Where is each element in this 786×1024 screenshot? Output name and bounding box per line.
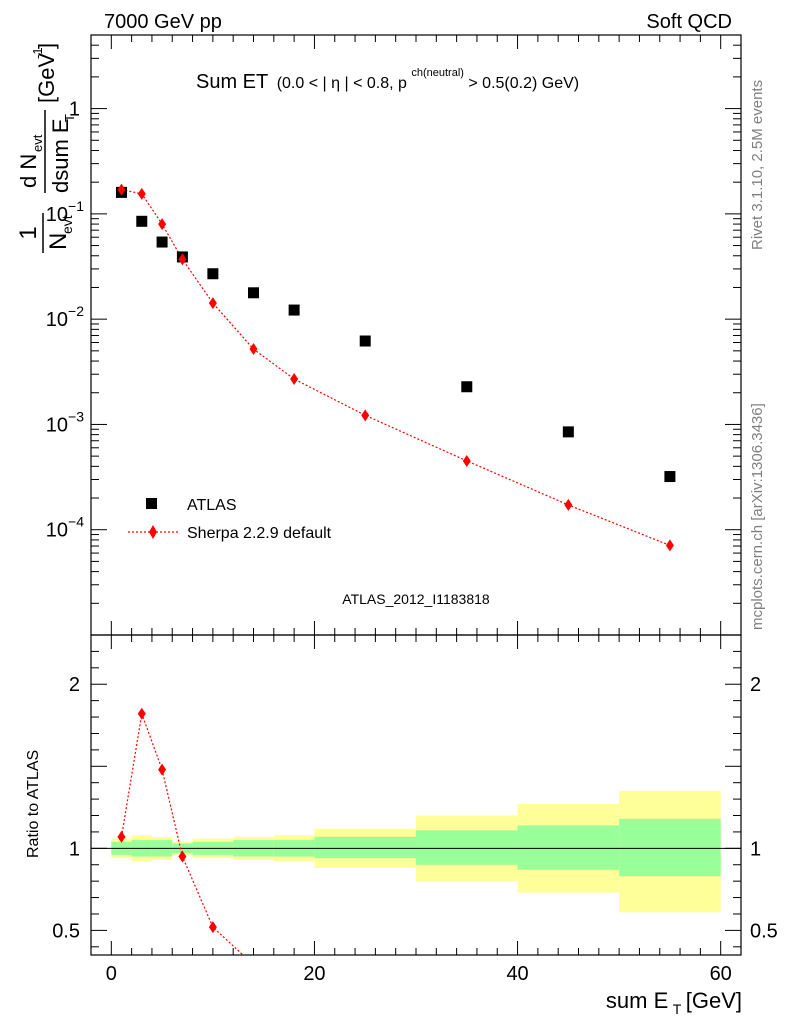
ratio-band-inner bbox=[416, 830, 518, 865]
atlas-point bbox=[562, 426, 574, 438]
ylabel-dsum: dsum E bbox=[48, 118, 73, 193]
x-tick-label: 40 bbox=[506, 963, 528, 985]
ratio-band-inner bbox=[314, 836, 416, 859]
ylabel-one: 1 bbox=[15, 226, 42, 239]
atlas-point bbox=[664, 471, 676, 483]
plot-title-cond-a: (0.0 < | bbox=[277, 75, 327, 92]
atlas-point bbox=[248, 287, 259, 299]
atlas-point bbox=[359, 335, 371, 347]
ratio-sherpa-point bbox=[137, 707, 146, 720]
sherpa-point bbox=[462, 454, 471, 467]
main-y-tick-label: 1 bbox=[69, 99, 80, 121]
ylabel-dn: d N bbox=[16, 154, 41, 188]
atlas-point bbox=[207, 268, 219, 280]
atlas-point bbox=[461, 381, 473, 393]
analysis-id-label: ATLAS_2012_I1183818 bbox=[342, 591, 490, 607]
main-y-tick-label: 10−2 bbox=[46, 303, 84, 331]
ratio-sherpa-line bbox=[120, 711, 244, 955]
x-tick-label: 60 bbox=[710, 963, 732, 985]
ratio-tick-labels: 0.5 0.51 12 20 20 40 60 bbox=[52, 674, 778, 985]
x-tick-label: 0 bbox=[106, 963, 117, 985]
sherpa-point bbox=[290, 373, 299, 386]
legend-label-atlas: ATLAS bbox=[187, 497, 237, 514]
atlas-point bbox=[136, 215, 148, 227]
ratio-sherpa-point bbox=[158, 763, 167, 776]
main-plot-frame bbox=[90, 34, 742, 636]
x-axis-label: sum E T [GeV] bbox=[606, 988, 742, 1018]
sherpa-point bbox=[361, 409, 370, 422]
ratio-plot-frame bbox=[90, 634, 742, 956]
plot-title-cond-c: > 0.5(0.2) GeV) bbox=[468, 75, 579, 92]
legend-marker-sherpa bbox=[149, 525, 157, 539]
ratio-y-tick-label-right: 0.5 bbox=[750, 920, 778, 942]
legend-label-sherpa: Sherpa 2.2.9 default bbox=[187, 525, 332, 542]
sherpa-point bbox=[249, 343, 258, 356]
ylabel-unit: [GeV bbox=[34, 53, 59, 103]
ratio-sherpa-point bbox=[178, 850, 187, 863]
ratio-y-tick-label-right: 2 bbox=[750, 674, 761, 696]
ratio-series-line bbox=[120, 711, 244, 955]
plot-title: Sum ET (0.0 < | η | < 0.8, p ch(neutral)… bbox=[196, 63, 579, 93]
ratio-sherpa-point bbox=[208, 921, 217, 934]
sherpa-line bbox=[121, 189, 671, 546]
main-y-tick-labels: 1 10−1 10−2 10−3 10−4 bbox=[46, 99, 84, 542]
rivet-version-label: Rivet 3.1.10, 2.5M events bbox=[749, 80, 766, 250]
x-axis-label-main: sum E bbox=[606, 988, 668, 1013]
header-energy-label: 7000 GeV pp bbox=[104, 11, 222, 33]
legend-marker-atlas bbox=[146, 498, 157, 509]
main-ticks bbox=[90, 34, 742, 636]
main-y-axis-label: 1 N evt d N evt dsum E T [GeV -1 ] bbox=[15, 43, 77, 253]
ratio-y-tick-label-left: 1 bbox=[69, 838, 80, 860]
sherpa-point bbox=[665, 539, 674, 552]
ylabel-dn-sub: evt bbox=[30, 134, 45, 152]
atlas-point bbox=[156, 236, 168, 248]
sherpa-point bbox=[137, 187, 146, 200]
main-y-tick-label: 10−1 bbox=[46, 198, 84, 226]
header-category-label: Soft QCD bbox=[646, 11, 732, 33]
sherpa-point bbox=[208, 297, 217, 310]
ratio-y-tick-label-right: 1 bbox=[750, 838, 761, 860]
ylabel-n: N bbox=[45, 233, 72, 250]
legend: ATLAS Sherpa 2.2.9 default bbox=[128, 497, 332, 542]
plot-title-main: Sum ET bbox=[196, 71, 268, 93]
ratio-y-tick-label-left: 0.5 bbox=[52, 920, 80, 942]
ylabel-unit-close: ] bbox=[34, 43, 59, 49]
ylabel-unit-sup: -1 bbox=[30, 47, 45, 59]
main-y-tick-label: 10−4 bbox=[46, 514, 84, 542]
ylabel-n-sub: evt bbox=[59, 215, 75, 234]
x-tick-label: 20 bbox=[303, 963, 325, 985]
main-series-lines bbox=[121, 189, 671, 546]
ratio-sherpa-point bbox=[117, 830, 126, 843]
ratio-band-inner bbox=[619, 818, 721, 877]
atlas-point bbox=[288, 304, 300, 316]
plot-title-eta: η bbox=[331, 75, 340, 92]
ratio-uncertainty-bands bbox=[91, 790, 741, 913]
source-label: mcplots.cern.ch [arXiv:1306.3436] bbox=[749, 403, 766, 630]
sherpa-point bbox=[158, 218, 167, 231]
ratio-band-inner bbox=[517, 825, 620, 870]
ratio-ticks bbox=[90, 634, 742, 955]
ratio-y-axis-label: Ratio to ATLAS bbox=[25, 750, 42, 858]
x-axis-label-sub: T bbox=[673, 1001, 682, 1017]
main-y-tick-label: 10−3 bbox=[46, 408, 84, 436]
plot-title-sup: ch(neutral) bbox=[411, 67, 464, 79]
sherpa-point bbox=[178, 253, 187, 266]
ratio-y-tick-label-left: 2 bbox=[69, 674, 80, 696]
main-data-points bbox=[115, 183, 676, 552]
ylabel-dsum-sub: T bbox=[62, 114, 77, 122]
x-axis-label-unit: [GeV] bbox=[686, 988, 742, 1013]
plot-title-cond-b: | < 0.8, p bbox=[344, 75, 407, 92]
sherpa-point bbox=[564, 498, 573, 511]
sherpa-point bbox=[117, 183, 126, 196]
ratio-data-points bbox=[117, 707, 217, 934]
